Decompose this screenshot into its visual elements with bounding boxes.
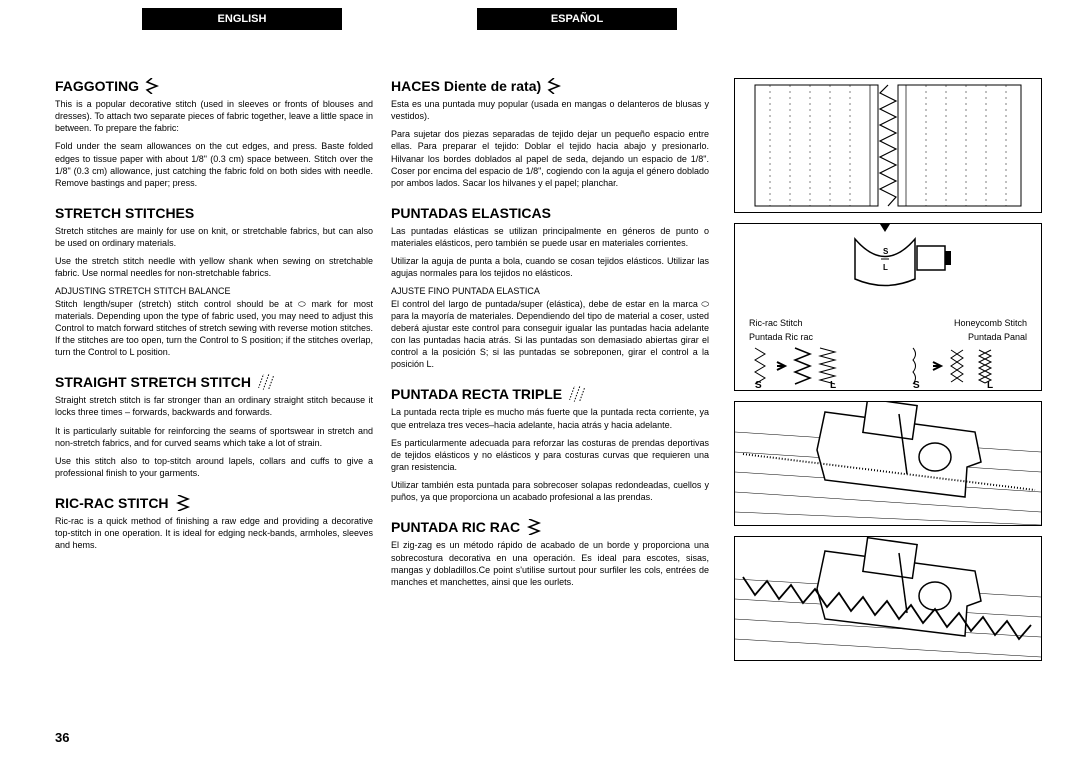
dial-illustration: S L — [735, 224, 1041, 316]
text: Fold under the seam allowances on the cu… — [55, 140, 373, 189]
figure-foot-ricrac — [734, 536, 1042, 661]
figure-foot-straight — [734, 401, 1042, 526]
section-straight: STRAIGHT STRETCH STITCH Straight stretch… — [55, 374, 373, 479]
text: El control del largo de puntada/super (e… — [391, 298, 709, 371]
label-ricrac-en: Ric-rac Stitch — [749, 318, 803, 328]
ricrac-stitch-icon — [175, 495, 191, 511]
section-puntada-ricrac: PUNTADA RIC RAC El zig-zag es un método … — [391, 519, 709, 588]
label-row-1: Ric-rac Stitch Honeycomb Stitch — [735, 316, 1041, 330]
section-stretch: STRETCH STITCHES Stretch stitches are ma… — [55, 205, 373, 358]
foot-straight-illustration — [735, 402, 1041, 525]
text: Utilizar también esta puntada para sobre… — [391, 479, 709, 503]
heading-text: HACES Diente de rata) — [391, 78, 541, 94]
heading-haces: HACES Diente de rata) — [391, 78, 709, 94]
figure-panel: S L Ric-rac Stitch Honeycomb Stitch Punt… — [734, 78, 1042, 661]
tab-espanol: ESPAÑOL — [477, 8, 677, 30]
text: It is particularly suitable for reinforc… — [55, 425, 373, 449]
heading-ricrac: RIC-RAC STITCH — [55, 495, 373, 511]
faggoting-stitch-icon — [145, 78, 159, 94]
page-number: 36 — [55, 730, 69, 745]
text: Stretch stitches are mainly for use on k… — [55, 225, 373, 249]
straight-stitch-icon — [568, 386, 586, 402]
heading-puntada-ricrac: PUNTADA RIC RAC — [391, 519, 709, 535]
col-english: FAGGOTING This is a popular decorative s… — [55, 78, 373, 604]
svg-text:S: S — [883, 247, 889, 256]
text: Use the stretch stitch needle with yello… — [55, 255, 373, 279]
text: This is a popular decorative stitch (use… — [55, 98, 373, 134]
section-recta: PUNTADA RECTA TRIPLE La puntada recta tr… — [391, 386, 709, 503]
text: El zig-zag es un método rápido de acabad… — [391, 539, 709, 588]
text: Stitch length/super (stretch) stitch con… — [55, 298, 373, 359]
heading-text: STRAIGHT STRETCH STITCH — [55, 374, 251, 390]
col-espanol: HACES Diente de rata) Esta es una puntad… — [391, 78, 709, 604]
text: Las puntadas elásticas se utilizan princ… — [391, 225, 709, 249]
heading-recta: PUNTADA RECTA TRIPLE — [391, 386, 709, 402]
svg-text:S: S — [755, 380, 762, 390]
heading-faggoting: FAGGOTING — [55, 78, 373, 94]
svg-text:S: S — [913, 380, 920, 390]
heading-straight: STRAIGHT STRETCH STITCH — [55, 374, 373, 390]
svg-text:L: L — [987, 380, 993, 390]
tab-english: ENGLISH — [142, 8, 342, 30]
stitch-samples: S L S L — [735, 344, 1041, 390]
language-tabs: ENGLISH ESPAÑOL — [142, 8, 677, 30]
foot-ricrac-illustration — [735, 537, 1041, 660]
text: Para sujetar dos piezas separadas de tej… — [391, 128, 709, 189]
heading-text: PUNTADA RIC RAC — [391, 519, 520, 535]
label-honey-es: Puntada Panal — [968, 332, 1027, 342]
svg-text:L: L — [883, 263, 888, 272]
ricrac-stitch-icon — [526, 519, 542, 535]
section-puntadas: PUNTADAS ELASTICAS Las puntadas elástica… — [391, 205, 709, 370]
heading-stretch: STRETCH STITCHES — [55, 205, 373, 221]
text: La puntada recta triple es mucho más fue… — [391, 406, 709, 430]
section-ricrac: RIC-RAC STITCH Ric-rac is a quick method… — [55, 495, 373, 551]
section-haces: HACES Diente de rata) Esta es una puntad… — [391, 78, 709, 189]
text: Ric-rac is a quick method of finishing a… — [55, 515, 373, 551]
heading-puntadas: PUNTADAS ELASTICAS — [391, 205, 709, 221]
straight-stitch-icon — [257, 374, 275, 390]
main-columns: FAGGOTING This is a popular decorative s… — [55, 78, 709, 604]
faggoting-stitch-icon — [547, 78, 561, 94]
heading-text: PUNTADA RECTA TRIPLE — [391, 386, 562, 402]
heading-text: RIC-RAC STITCH — [55, 495, 169, 511]
label-row-2: Puntada Ric rac Puntada Panal — [735, 330, 1041, 344]
faggoting-illustration — [735, 79, 1041, 212]
text: Esta es una puntada muy popular (usada e… — [391, 98, 709, 122]
subheading: ADJUSTING STRETCH STITCH BALANCE — [55, 286, 373, 296]
text: Use this stitch also to top-stitch aroun… — [55, 455, 373, 479]
heading-text: FAGGOTING — [55, 78, 139, 94]
text: Straight stretch stitch is far stronger … — [55, 394, 373, 418]
text: Utilizar la aguja de punta a bola, cuand… — [391, 255, 709, 279]
label-honey-en: Honeycomb Stitch — [954, 318, 1027, 328]
text: Es particularmente adecuada para reforza… — [391, 437, 709, 473]
svg-text:L: L — [830, 380, 836, 390]
figure-stitch-balance: S L Ric-rac Stitch Honeycomb Stitch Punt… — [734, 223, 1042, 391]
subheading: AJUSTE FINO PUNTADA ELASTICA — [391, 286, 709, 296]
section-faggoting: FAGGOTING This is a popular decorative s… — [55, 78, 373, 189]
figure-faggoting — [734, 78, 1042, 213]
label-ricrac-es: Puntada Ric rac — [749, 332, 813, 342]
